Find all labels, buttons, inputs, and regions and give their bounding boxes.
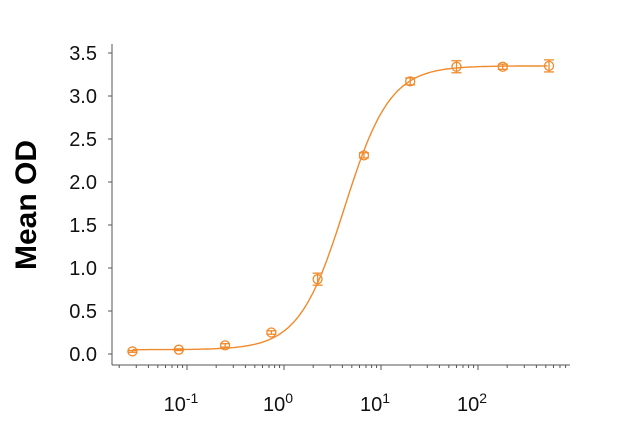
y-tick-label: 2.5 bbox=[69, 129, 97, 151]
x-tick-label: 10-1 bbox=[164, 390, 199, 416]
y-tick-label: 0.5 bbox=[69, 301, 97, 323]
data-point bbox=[173, 344, 184, 355]
y-tick-label: 3.0 bbox=[69, 86, 97, 108]
data-point bbox=[451, 60, 462, 74]
data-point bbox=[219, 340, 231, 351]
point-marker bbox=[358, 150, 370, 161]
point-marker bbox=[497, 61, 508, 72]
data-point bbox=[405, 76, 416, 87]
y-tick-label: 1.5 bbox=[69, 215, 97, 237]
data-point bbox=[127, 346, 138, 357]
point-marker bbox=[312, 274, 323, 285]
data-point bbox=[497, 61, 508, 72]
x-tick-label: 101 bbox=[360, 390, 390, 416]
y-tick-label: 2.0 bbox=[69, 172, 97, 194]
point-marker bbox=[219, 340, 231, 351]
point-marker bbox=[173, 344, 184, 355]
data-point bbox=[312, 272, 323, 286]
data-point bbox=[358, 150, 370, 161]
x-tick-label: 100 bbox=[263, 390, 293, 416]
y-tick-label: 1.0 bbox=[69, 258, 97, 280]
point-marker bbox=[543, 60, 555, 72]
point-marker bbox=[266, 327, 277, 338]
point-marker bbox=[127, 346, 138, 357]
data-point bbox=[266, 327, 277, 338]
data-point bbox=[543, 59, 555, 73]
fit-curve bbox=[132, 65, 548, 351]
point-marker bbox=[451, 61, 462, 72]
y-axis-label: Mean OD bbox=[10, 140, 43, 270]
point-marker bbox=[405, 76, 416, 87]
y-tick-label: 0.0 bbox=[69, 344, 97, 366]
y-tick-label: 3.5 bbox=[69, 43, 97, 65]
x-tick-label: 102 bbox=[457, 390, 487, 416]
